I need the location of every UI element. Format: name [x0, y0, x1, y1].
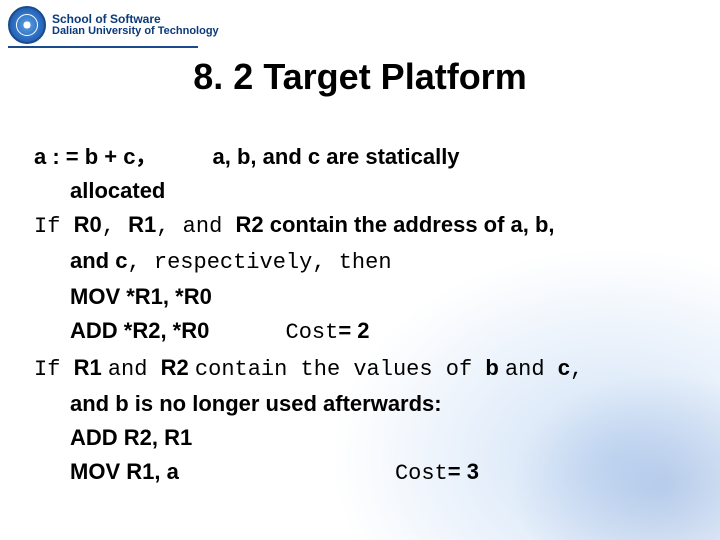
- university-logo-icon: [8, 6, 46, 44]
- slide-header: School of Software Dalian University of …: [8, 6, 219, 44]
- b-var: b: [485, 355, 505, 380]
- c2: ,: [156, 214, 182, 239]
- c-var-2: c: [558, 355, 570, 380]
- cost-2: Cost= 3: [395, 455, 479, 491]
- r2-2: R2: [161, 355, 195, 380]
- cost-val-1: = 2: [338, 318, 369, 343]
- r1-2: R1: [74, 355, 108, 380]
- body-line-10: MOV R1, a Cost= 3: [34, 455, 690, 491]
- cost-lbl-1: Cost: [286, 320, 339, 345]
- respectively: , respectively, then: [127, 250, 391, 275]
- contain-values: contain the values of: [195, 357, 485, 382]
- slide-title: 8. 2 Target Platform: [0, 56, 720, 98]
- school-text-block: School of Software Dalian University of …: [52, 13, 219, 37]
- statically-text: a, b, and c are statically: [213, 144, 460, 169]
- r0: R0: [74, 212, 102, 237]
- slide: School of Software Dalian University of …: [0, 0, 720, 540]
- if-2: If: [34, 357, 74, 382]
- cost-val-2: = 3: [448, 459, 479, 484]
- header-underline: [8, 46, 198, 48]
- expr-abc: a : = b + c: [34, 144, 136, 169]
- body-line-3: If R0, R1, and R2 contain the address of…: [34, 208, 690, 244]
- school-line-1: School of Software: [52, 13, 219, 26]
- school-line-2: Dalian University of Technology: [52, 26, 219, 38]
- logo-inner-icon: [16, 14, 38, 36]
- body-line-4: and c, respectively, then: [34, 244, 690, 280]
- comma-fullwidth: ，: [136, 144, 158, 169]
- trailing-comma: ,: [570, 357, 583, 382]
- body-line-9: ADD R2, R1: [34, 421, 690, 455]
- and-4: and: [505, 357, 558, 382]
- c1: ,: [102, 214, 128, 239]
- add-r2-r0: ADD *R2, *R0: [70, 318, 209, 343]
- c-var: c: [115, 248, 127, 273]
- and-3: and: [108, 357, 161, 382]
- and-1: and: [183, 214, 236, 239]
- r1: R1: [128, 212, 156, 237]
- body-line-5: MOV *R1, *R0: [34, 280, 690, 314]
- cost-1: Cost= 2: [286, 314, 370, 350]
- body-line-6: ADD *R2, *R0 Cost= 2: [34, 314, 690, 350]
- slide-body: a : = b + c， a, b, and c are statically …: [34, 140, 690, 491]
- mov-r1-a: MOV R1, a: [70, 459, 179, 484]
- r2-addr: R2 contain the address of a, b,: [235, 212, 554, 237]
- body-line-1: a : = b + c， a, b, and c are statically: [34, 140, 690, 174]
- body-line-8: and b is no longer used afterwards:: [34, 387, 690, 421]
- body-line-2: allocated: [34, 174, 690, 208]
- if-1: If: [34, 214, 74, 239]
- body-line-7: If R1 and R2 contain the values of b and…: [34, 351, 690, 387]
- cost-lbl-2: Cost: [395, 461, 448, 486]
- and-2: and: [70, 248, 115, 273]
